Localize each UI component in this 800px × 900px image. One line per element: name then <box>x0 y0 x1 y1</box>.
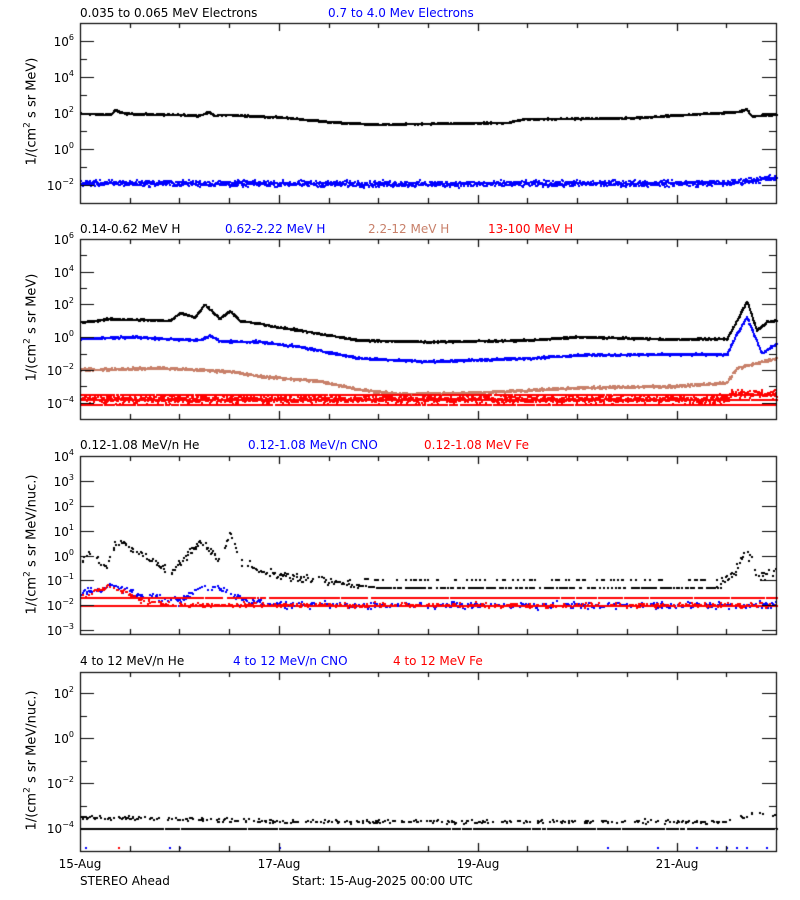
y-tick-label: 10−2 <box>46 775 74 792</box>
legend-he-high: 4 to 12 MeV/n He <box>80 654 185 668</box>
y-tick-label: 104 <box>53 448 74 465</box>
legend-fe-high: 4 to 12 MeV Fe <box>393 654 483 668</box>
y-tick-label: 10−2 <box>46 597 74 614</box>
legend-h-22: 2.2-12 MeV H <box>368 222 450 236</box>
y-tick-label: 10−3 <box>46 622 74 639</box>
y-tick-label: 102 <box>53 685 74 702</box>
legend-cno-high: 4 to 12 MeV/n CNO <box>233 654 348 668</box>
y-tick-label: 106 <box>53 231 74 248</box>
y-tick-label: 104 <box>53 69 74 86</box>
x-tick-15-aug: 15-Aug <box>58 857 102 871</box>
y-tick-label: 100 <box>53 329 74 346</box>
y-tick-label: 10−2 <box>46 177 74 194</box>
y-tick-label: 10−4 <box>46 820 74 837</box>
y-tick-label: 102 <box>53 105 74 122</box>
legend-h-062: 0.62-2.22 MeV H <box>225 222 326 236</box>
legend-h-014: 0.14-0.62 MeV H <box>80 222 181 236</box>
start-time-label: Start: 15-Aug-2025 00:00 UTC <box>292 874 473 888</box>
y-tick-label: 101 <box>53 522 74 539</box>
y-tick-label: 102 <box>53 296 74 313</box>
legend-cno-low: 0.12-1.08 MeV/n CNO <box>248 438 378 452</box>
legend-electrons-low: 0.035 to 0.065 MeV Electrons <box>80 6 258 20</box>
y-tick-label: 106 <box>53 33 74 50</box>
y-tick-label: 104 <box>53 263 74 280</box>
y-tick-label: 100 <box>53 547 74 564</box>
x-tick-17-aug: 17-Aug <box>257 857 301 871</box>
legend-fe-low: 0.12-1.08 MeV Fe <box>424 438 529 452</box>
x-tick-19-aug: 19-Aug <box>456 857 500 871</box>
y-tick-label: 100 <box>53 730 74 747</box>
y-tick-label: 102 <box>53 497 74 514</box>
y-tick-label: 103 <box>53 472 74 489</box>
spacecraft-label: STEREO Ahead <box>80 874 170 888</box>
legend-h-13: 13-100 MeV H <box>488 222 574 236</box>
y-tick-label: 10−1 <box>46 572 74 589</box>
y-tick-label: 10−4 <box>46 394 74 411</box>
y-tick-label: 10−2 <box>46 361 74 378</box>
x-tick-21-aug: 21-Aug <box>655 857 699 871</box>
legend-electrons-high: 0.7 to 4.0 Mev Electrons <box>328 6 474 20</box>
legend-he-low: 0.12-1.08 MeV/n He <box>80 438 200 452</box>
y-tick-label: 100 <box>53 141 74 158</box>
